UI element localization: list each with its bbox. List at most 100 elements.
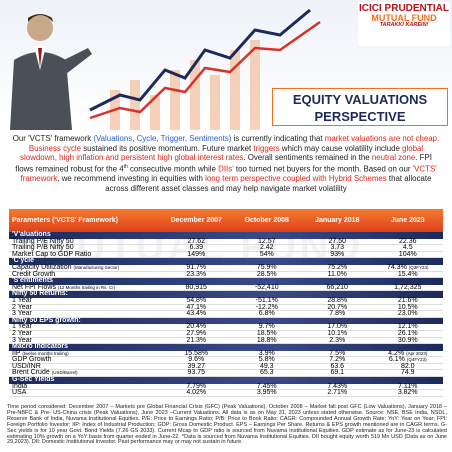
row-label: 2 Year <box>12 329 32 337</box>
value-cell: 7.5% <box>302 350 373 357</box>
row-label-cell: Net FPI Flows (12 Months trailing in Rs.… <box>9 284 161 291</box>
value-cell: 7.43% <box>302 383 373 390</box>
column-header: October 2008 <box>244 217 289 224</box>
title-line: EQUITY VALUATIONS <box>292 92 428 107</box>
cell-value: 6.1% <box>388 356 405 364</box>
row-label: USA <box>12 389 27 397</box>
section-row: 'V'aluations <box>9 231 443 239</box>
value-cell: 28.5% <box>232 271 303 278</box>
row-label-cell: USD/INR <box>9 362 161 370</box>
row-label-cell: GDP Growth <box>9 356 161 363</box>
data-row: Brent Crude (USD/Barrel) 93.75 65.3 69.1 74.… <box>9 369 443 378</box>
value-cell: 12.1% <box>373 323 444 330</box>
row-label: 3 Year <box>12 336 32 344</box>
row-label: Trailing P/E Nifty 50 <box>12 237 74 245</box>
value-cell: 91.7% <box>161 264 232 271</box>
title-line: PERSPECTIVE <box>314 109 406 124</box>
valuation-table: Parameters ('VCTS' Framework) December 20… <box>9 209 443 397</box>
row-label-cell: 1 Year <box>9 296 161 304</box>
row-label: Market Cap to GDP Ratio <box>12 250 92 258</box>
column-header: January 2018 <box>315 217 360 224</box>
text-segment: (Valuations, Cycle, Trigger, Sentiments) <box>93 134 232 143</box>
value-cell: 43.4% <box>161 310 232 318</box>
data-row: Credit Growth 23.3% 28.5% 11.0% 15.4% <box>9 270 443 279</box>
text-segment: sustained its positive momentum. Future … <box>81 143 254 153</box>
value-cell: 21.6% <box>373 297 444 304</box>
value-cell: 23.3% <box>161 271 232 278</box>
row-label-cell: 1 Year <box>9 323 161 330</box>
value-cell: 6.8% <box>232 310 303 318</box>
cell-value: 9.6% <box>188 356 205 364</box>
row-label: 1 Year <box>12 296 32 304</box>
row-label: USD/INR <box>12 362 41 370</box>
cell-value: 26.1% <box>397 329 418 337</box>
row-label-cell: Capacity Utilization (Manufacturing Sect… <box>9 263 161 271</box>
cell-value: 9.7% <box>258 323 275 331</box>
cell-value: 4.5 <box>402 244 413 252</box>
cell-value: 20.7% <box>327 303 348 311</box>
value-cell: 39.27 <box>161 363 232 370</box>
cell-value: 65.3 <box>259 369 274 377</box>
row-label-cell: Credit Growth <box>9 271 161 278</box>
row-label: Trailing P/B Nifty 50 <box>12 244 74 252</box>
cell-value: 3.73 <box>330 244 345 252</box>
trend-line <box>89 8 311 112</box>
value-cell: 7.45% <box>232 383 303 390</box>
value-cell: 6.1% (Q4FY23) <box>373 356 444 364</box>
text-segment: . FPI flows remained robust for the 4 <box>15 153 432 174</box>
cell-value: 22.36 <box>398 237 417 245</box>
cell-value: 23.0% <box>397 310 418 318</box>
data-row: 2 Year 27.9% 18.5% 10.1% 26.1% <box>9 329 443 338</box>
value-cell: 20.4% <box>161 323 232 331</box>
value-cell: -52,410 <box>232 284 303 291</box>
value-cell: 4.2% (Apr 2023) <box>373 350 444 357</box>
cell-value: 3.82% <box>397 389 418 397</box>
cell-note: (Q3FY23) <box>408 264 429 270</box>
cell-value: 30.9% <box>397 336 418 344</box>
row-note: (twelve months trailing) <box>22 350 69 356</box>
data-row: 1 Year 54.8% -51.1% 28.8% 21.6% <box>9 296 444 305</box>
cell-value: 15.58% <box>184 349 209 357</box>
value-cell: 22.36 <box>373 237 444 245</box>
cell-value: 12.57 <box>257 237 276 245</box>
cell-value: 28.8% <box>327 296 348 304</box>
logo-tagline: TARAKKI KAREIN! <box>379 22 429 28</box>
cell-value: 93% <box>330 250 345 258</box>
row-label-cell: 2 Year <box>9 329 161 337</box>
cell-value: 21.3% <box>186 336 207 344</box>
cell-note: (Apr 2023) <box>406 350 428 356</box>
logo: ICICI PRUDENTIAL MUTUAL FUND TARAKKI KAR… <box>358 2 450 46</box>
cell-value: 10.5% <box>397 303 418 311</box>
value-cell: 10.1% <box>302 330 373 337</box>
cell-value: 27.50 <box>328 237 347 245</box>
section-title: Macro Indicators <box>12 343 69 351</box>
businessman <box>10 14 92 130</box>
text-segment: global slowdown, high inflation and pers… <box>20 143 424 163</box>
data-row: Capacity Utilization (Manufacturing Sect… <box>9 263 443 272</box>
value-cell: 18.5% <box>232 330 303 337</box>
data-row: 1 Year 20.4% 9.7% 17.0% 12.1% <box>9 323 444 331</box>
text-segment: that allocate across different asset cla… <box>105 174 432 194</box>
cell-value: 20.4% <box>186 323 207 331</box>
value-cell: 3.82% <box>373 389 444 397</box>
value-cell: 65.3 <box>232 369 303 377</box>
cell-value: 43.4% <box>186 310 207 318</box>
cell-value: 17.0% <box>327 323 348 331</box>
cell-value: 6.8% <box>258 310 275 318</box>
logo-brand: ICICI PRUDENTIAL <box>359 3 449 14</box>
row-note: (Manufacturing Sector) <box>73 264 120 270</box>
value-cell: -12.2% <box>232 304 303 311</box>
cell-value: 1,72,325 <box>394 283 422 291</box>
value-cell: 2.42 <box>232 244 303 251</box>
cell-value: 54.8% <box>186 296 207 304</box>
row-label: India <box>12 382 28 390</box>
section-row: 'S'entiments <box>9 277 443 285</box>
text-segment: too turned net buyers for the month. Bas… <box>233 164 413 174</box>
cell-value: 3.95% <box>256 389 277 397</box>
cell-value: 11.0% <box>327 270 347 278</box>
row-label: Capacity Utilization <box>12 263 72 271</box>
section-row: Nifty 50 EPS growth: <box>9 317 443 325</box>
value-cell: 21.3% <box>161 336 232 344</box>
cell-value: 149% <box>187 250 206 258</box>
value-cell: 27.9% <box>161 330 232 337</box>
